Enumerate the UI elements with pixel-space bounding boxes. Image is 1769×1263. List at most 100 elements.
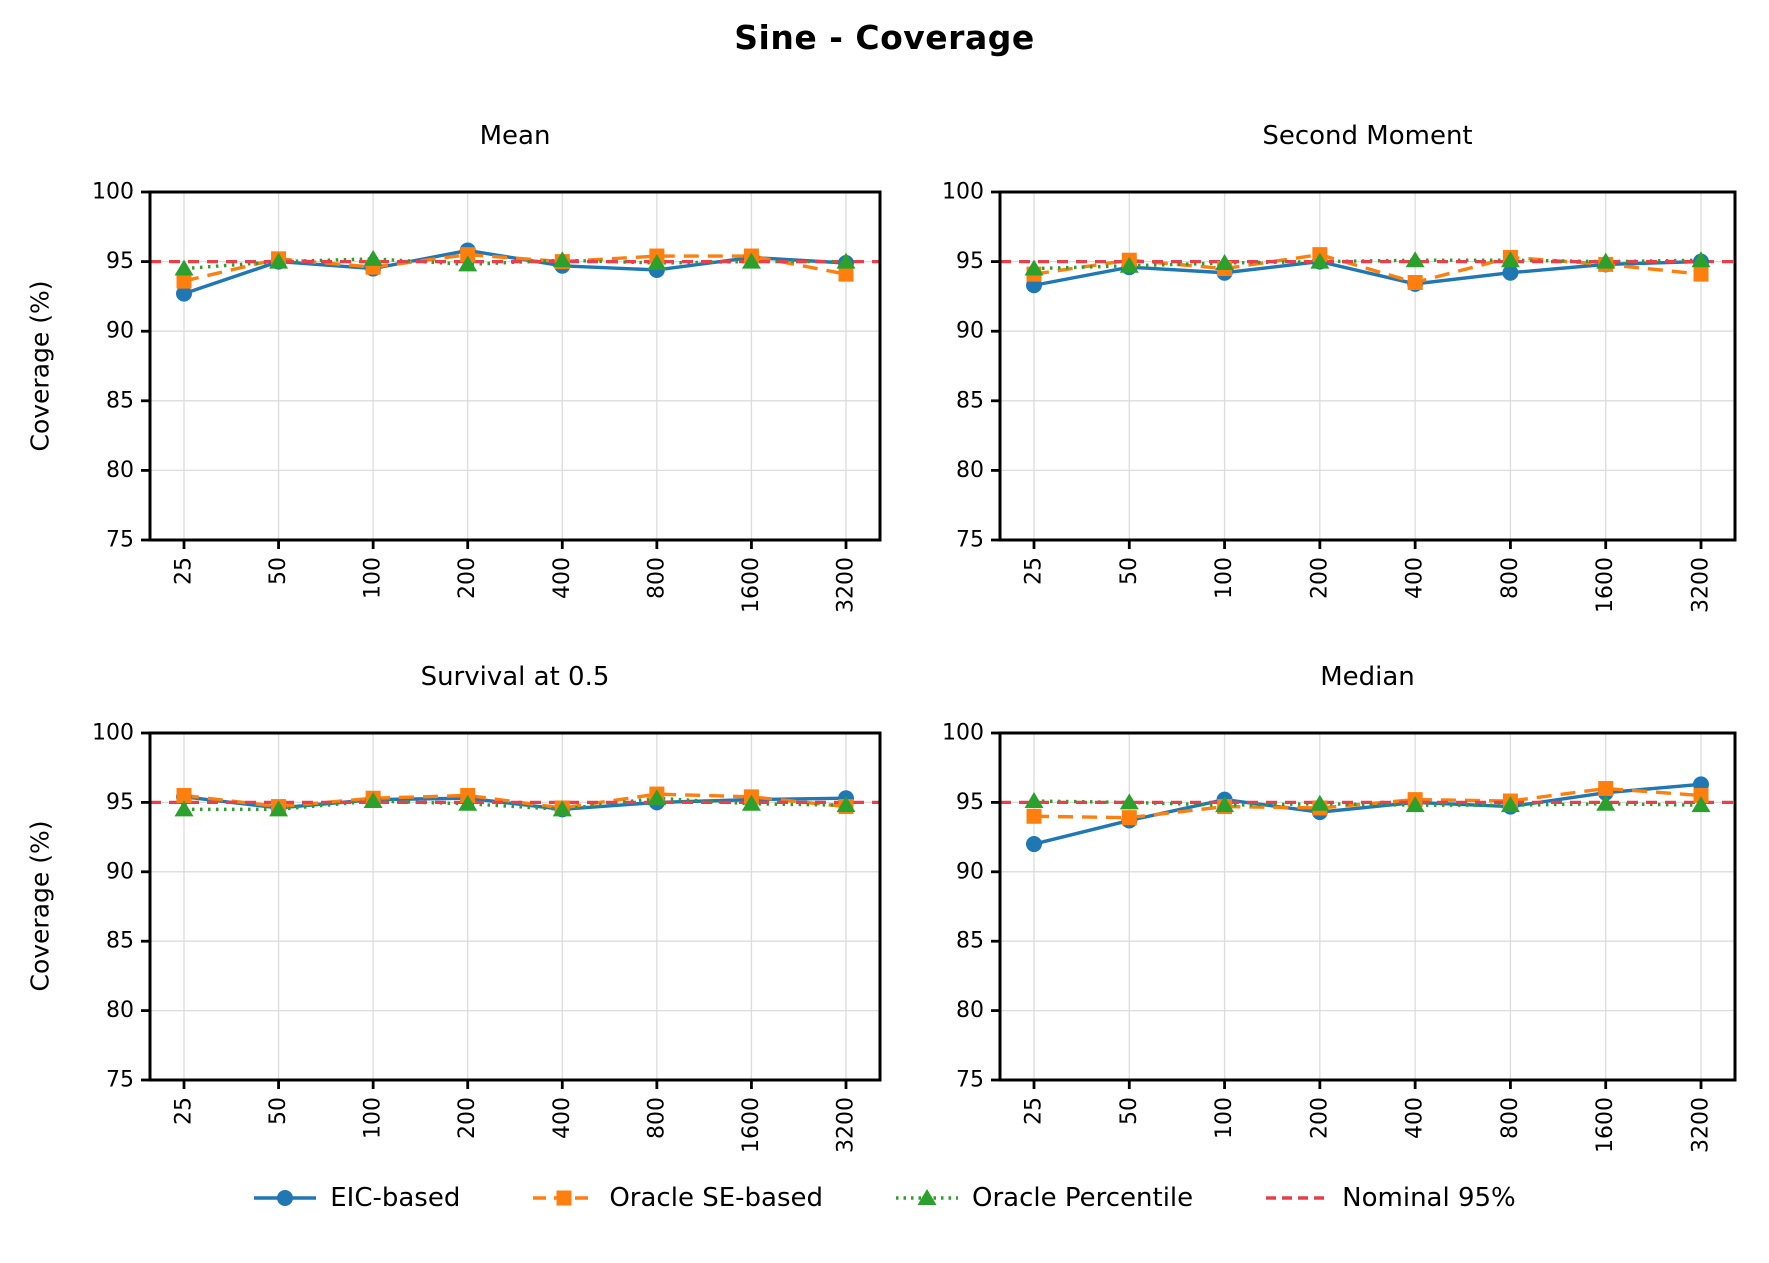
y-tick-label: 80 (106, 998, 134, 1023)
y-tick-label: 80 (106, 458, 134, 483)
legend-label-eic-based: EIC-based (330, 1183, 461, 1213)
x-tick-label: 50 (266, 1097, 291, 1125)
x-tick-label: 200 (1307, 1097, 1332, 1139)
legend: EIC-based Oracle SE-based Oracle Percent… (0, 1183, 1769, 1213)
x-tick-label: 3200 (1689, 557, 1714, 613)
x-tick-label: 3200 (834, 557, 859, 613)
x-tick-label: 100 (1212, 557, 1237, 599)
x-tick-label: 1600 (1593, 1097, 1618, 1153)
series-line-oracle-percentile (184, 796, 847, 812)
grid (150, 192, 880, 540)
grid (1000, 733, 1735, 1080)
axes-spines (998, 190, 1737, 542)
x-tick-label: 100 (361, 557, 386, 599)
subplot-title-survival-at-0-5: Survival at 0.5 (420, 662, 610, 692)
x-tick-label: 200 (455, 557, 480, 599)
series-line-oracle-percentile (183, 257, 846, 271)
x-tick-label: 100 (361, 1097, 386, 1139)
legend-item-oracle-percentile: Oracle Percentile (895, 1183, 1193, 1213)
y-tick-label: 75 (956, 1068, 984, 1093)
series-line-oracle-se-based (183, 252, 847, 283)
figure-title: Sine - Coverage (734, 18, 1035, 57)
y-tick-labels: 75 80 85 90 95 100 (92, 180, 150, 553)
y-tick-label: 90 (106, 319, 134, 344)
x-tick-label: 800 (644, 1097, 669, 1139)
x-tick-label: 3200 (834, 1097, 859, 1153)
series-line-eic-based (1033, 259, 1702, 287)
legend-swatch-oracle-percentile (896, 1189, 959, 1205)
x-tick-label: 50 (1117, 1097, 1142, 1125)
x-tick-labels: 25 50 100 200 400 800 1600 3200 (172, 1080, 859, 1153)
subplot-title-median: Median (1320, 662, 1415, 692)
y-tick-label: 100 (92, 721, 134, 746)
x-tick-label: 3200 (1689, 1097, 1714, 1153)
y-tick-label: 85 (106, 929, 134, 954)
y-tick-label: 85 (106, 388, 134, 413)
legend-item-oracle-se-based: Oracle SE-based (532, 1183, 823, 1213)
x-tick-label: 25 (1022, 557, 1047, 585)
x-tick-label: 25 (1022, 1097, 1047, 1125)
legend-label-nominal-95: Nominal 95% (1342, 1183, 1516, 1213)
legend-swatch-oracle-se-based (533, 1190, 596, 1206)
series-markers-oracle-percentile (174, 249, 856, 276)
x-tick-labels: 25 50 100 200 400 800 1600 3200 (1022, 540, 1714, 613)
series-line-eic-based (1033, 782, 1702, 846)
y-tick-label: 100 (92, 180, 134, 205)
x-tick-labels: 25 50 100 200 400 800 1600 3200 (1022, 1080, 1714, 1153)
series-line-oracle-se-based (1033, 252, 1702, 285)
legend-label-oracle-percentile: Oracle Percentile (972, 1183, 1194, 1213)
subplot-title-mean: Mean (479, 121, 551, 151)
y-tick-labels: 75 80 85 90 95 100 (92, 721, 150, 1093)
x-tick-label: 1600 (739, 1097, 764, 1153)
x-tick-label: 25 (172, 1097, 197, 1125)
y-tick-label: 90 (956, 859, 984, 884)
series-markers-oracle-percentile (174, 789, 856, 817)
y-tick-label: 85 (956, 929, 984, 954)
y-tick-label: 80 (956, 998, 984, 1023)
x-tick-label: 50 (266, 557, 291, 585)
series-line-oracle-se-based (1033, 786, 1702, 820)
x-tick-label: 400 (550, 557, 575, 599)
y-tick-label: 75 (106, 528, 134, 553)
y-axis-label-top: Coverage (%) (25, 280, 55, 452)
legend-swatch-eic-based (254, 1190, 317, 1206)
x-tick-label: 25 (172, 557, 197, 585)
y-tick-label: 100 (942, 721, 984, 746)
y-tick-label: 80 (956, 458, 984, 483)
x-tick-label: 100 (1212, 1097, 1237, 1139)
x-tick-label: 200 (455, 1097, 480, 1139)
y-tick-label: 85 (956, 388, 984, 413)
y-tick-labels: 75 80 85 90 95 100 (942, 180, 1000, 553)
subplot-mean: 75 80 85 90 95 100 25 50 100 200 400 800 1600 3200 (92, 180, 882, 613)
x-tick-label: 50 (1117, 557, 1142, 585)
x-tick-label: 400 (550, 1097, 575, 1139)
axes-spines (998, 731, 1737, 1082)
y-tick-labels: 75 80 85 90 95 100 (942, 721, 1000, 1093)
subplot-survival-at-0-5: 75 80 85 90 95 100 25 50 100 200 400 800 1600 3200 (92, 721, 882, 1153)
legend-label-oracle-se-based: Oracle SE-based (609, 1183, 824, 1213)
subplot-title-second-moment: Second Moment (1262, 121, 1473, 151)
series-markers-oracle-percentile (1024, 251, 1711, 276)
legend-item-nominal-95: Nominal 95% (1265, 1183, 1516, 1213)
x-tick-label: 200 (1307, 557, 1332, 599)
subplot-second-moment: 75 80 85 90 95 100 25 50 100 200 400 800 1600 3200 (942, 180, 1737, 613)
y-tick-label: 95 (956, 249, 984, 274)
x-tick-label: 800 (1498, 1097, 1523, 1139)
series-line-oracle-se-based (183, 792, 847, 810)
x-tick-label: 400 (1403, 1097, 1428, 1139)
y-tick-label: 95 (956, 790, 984, 815)
series-markers-oracle-percentile (1024, 792, 1711, 813)
x-tick-label: 1600 (739, 557, 764, 613)
y-tick-label: 90 (956, 319, 984, 344)
x-tick-label: 400 (1403, 557, 1428, 599)
x-tick-labels: 25 50 100 200 400 800 1600 3200 (172, 540, 859, 613)
y-tick-label: 100 (942, 180, 984, 205)
y-tick-label: 75 (956, 528, 984, 553)
axes-spines (148, 731, 882, 1082)
grid (1000, 192, 1735, 540)
subplot-median: 75 80 85 90 95 100 25 50 100 200 400 800 1600 3200 (942, 721, 1737, 1153)
grid (150, 733, 880, 1080)
series-line-eic-based (183, 248, 847, 296)
